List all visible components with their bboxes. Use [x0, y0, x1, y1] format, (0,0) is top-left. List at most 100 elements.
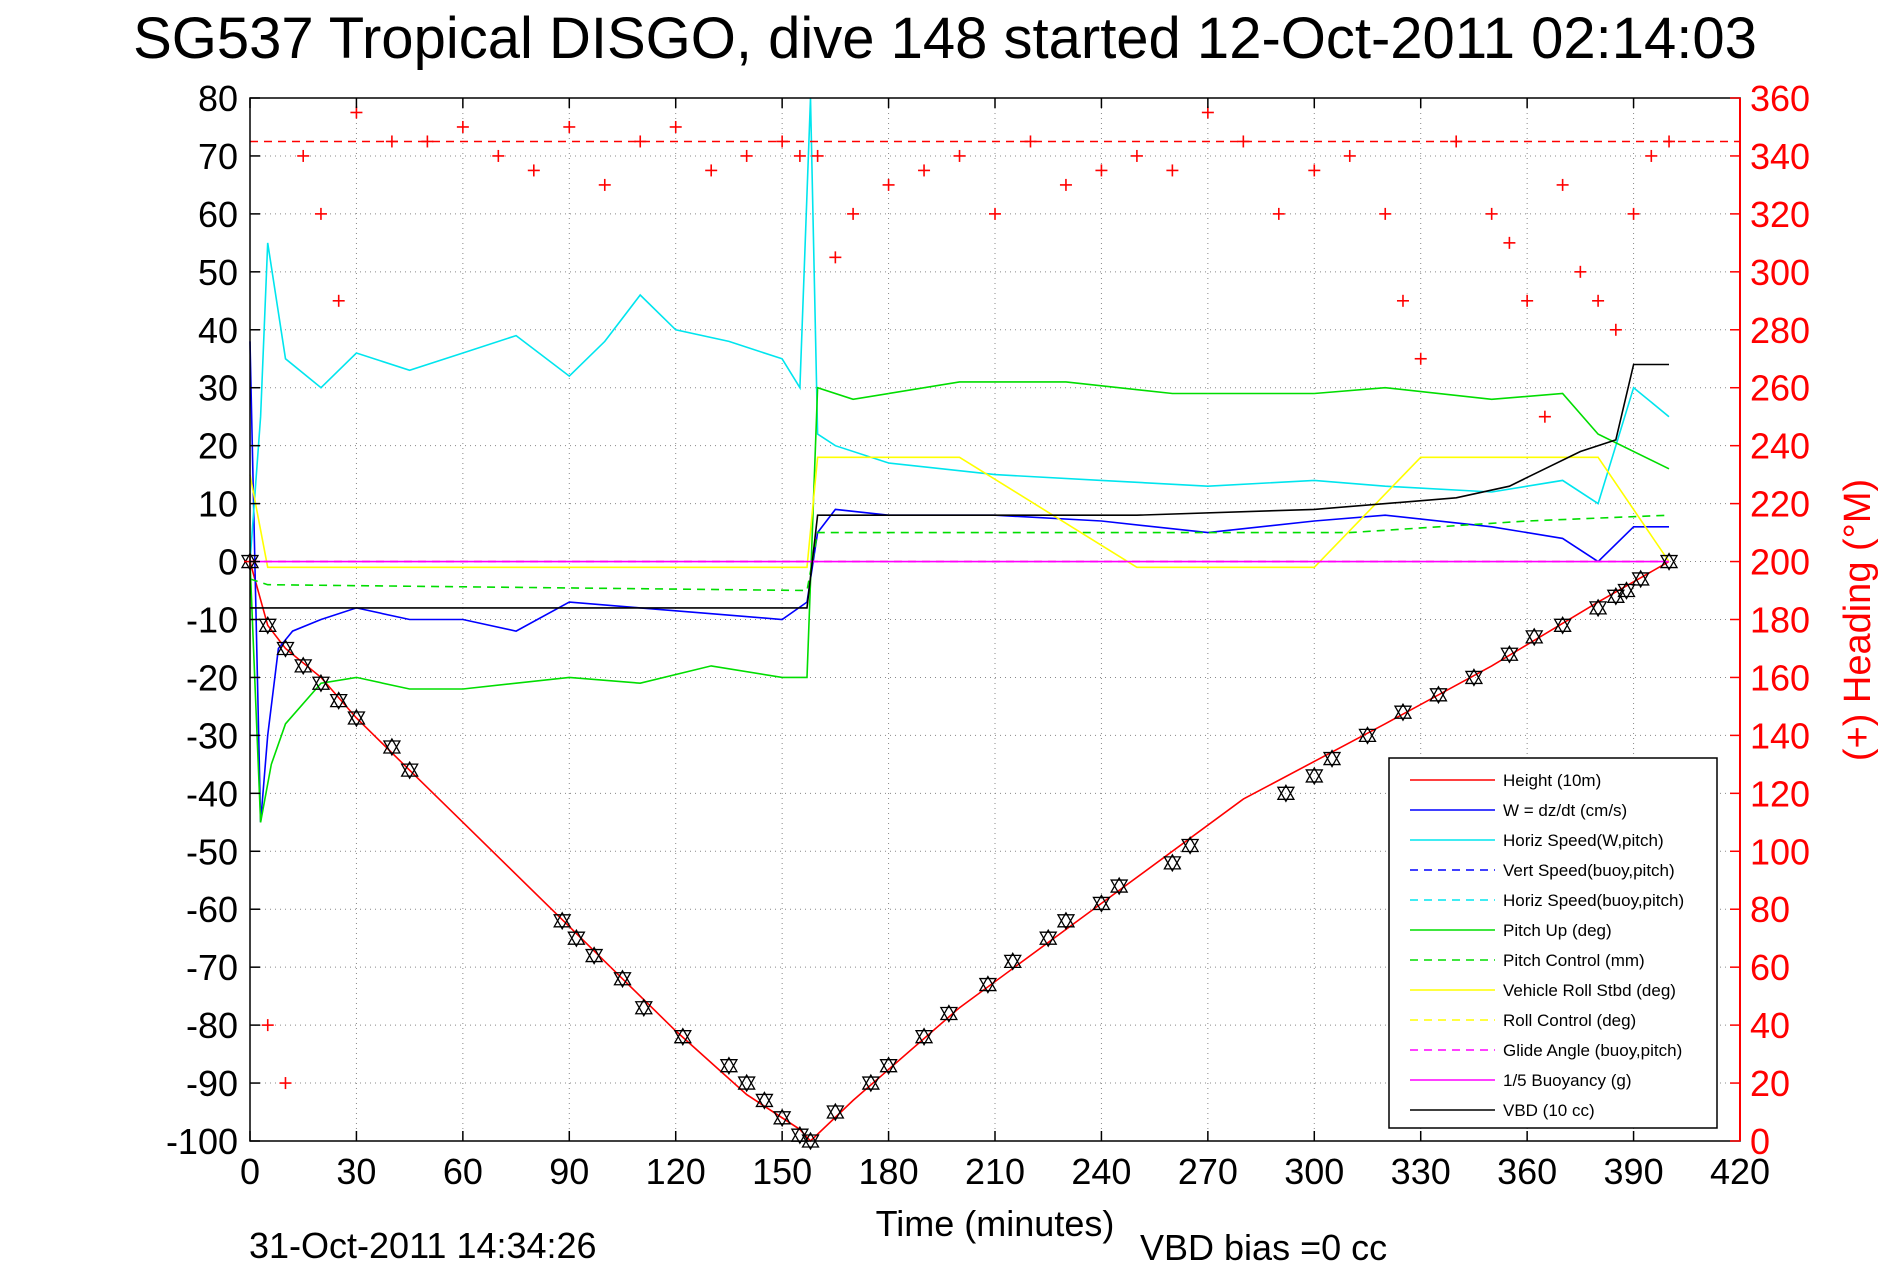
legend-item: Pitch Up (deg) [1410, 921, 1612, 940]
depth-sample-marker [1276, 784, 1296, 803]
y-tick-label: -70 [186, 947, 238, 988]
heading-point [1059, 178, 1072, 191]
right-y-tick-label: 160 [1750, 657, 1810, 698]
right-y-tick-label: 80 [1750, 889, 1790, 930]
depth-sample-marker [861, 1073, 880, 1093]
heading-point [918, 164, 931, 177]
depth-sample-marker [1180, 836, 1200, 855]
y-tick-label: 80 [198, 78, 238, 119]
heading-point [882, 178, 895, 191]
series-pitch-control-mm [249, 514, 1670, 592]
heading-point [1024, 135, 1037, 148]
heading-point [1237, 135, 1250, 148]
depth-sample-marker [382, 737, 402, 757]
heading-point [1592, 294, 1605, 307]
depth-sample-marker [1039, 928, 1058, 948]
heading-point [1450, 135, 1463, 148]
depth-sample-marker [719, 1056, 739, 1075]
depth-sample-marker [1110, 876, 1129, 896]
heading-point [1130, 149, 1143, 162]
legend-box [1388, 757, 1718, 1129]
heading-point [1663, 135, 1676, 148]
heading-point [1609, 323, 1622, 336]
x-tick-label: 90 [549, 1151, 589, 1192]
heading-point [1627, 207, 1640, 220]
depth-sample-marker [1553, 615, 1572, 635]
heading-point [279, 1077, 292, 1090]
x-tick-label: 180 [859, 1151, 919, 1192]
heading-point [385, 135, 398, 148]
heading-point [811, 149, 824, 162]
right-y-tick-label: 100 [1750, 831, 1810, 872]
heading-point [953, 149, 966, 162]
heading-point [634, 135, 647, 148]
heading-point [1201, 106, 1214, 119]
depth-sample-marker [914, 1027, 934, 1047]
y-tick-label: -80 [186, 1005, 238, 1046]
legend-label: W = dz/dt (cm/s) [1503, 801, 1627, 820]
series-vehicle-roll-stbd-deg [249, 456, 1670, 569]
heading-point [740, 149, 753, 162]
y-tick-label: 20 [198, 426, 238, 467]
right-y-tick-label: 340 [1750, 136, 1810, 177]
legend-label: Height (10m) [1503, 771, 1601, 790]
x-tick-label: 30 [336, 1151, 376, 1192]
depth-sample-marker [1092, 894, 1111, 913]
legend-label: 1/5 Buoyancy (g) [1503, 1071, 1632, 1090]
depth-sample-marker [329, 691, 348, 710]
chart-title: SG537 Tropical DISGO, dive 148 started 1… [133, 6, 1757, 71]
right-y-axis-ticks: 0 20 40 60 80 100 120 140 160 180 200 220 240 260 280 3… [1730, 78, 1810, 1162]
depth-sample-marker [673, 1027, 692, 1047]
right-y-tick-label: 280 [1750, 310, 1810, 351]
heading-point [776, 135, 789, 148]
x-tick-label: 390 [1604, 1151, 1664, 1192]
series-height-10m [249, 560, 1670, 1143]
y-tick-label: -10 [186, 600, 238, 641]
heading-point [1308, 164, 1321, 177]
legend-item: Roll Control (deg) [1410, 1011, 1636, 1030]
heading-point [421, 135, 434, 148]
legend-item: Horiz Speed(buoy,pitch) [1410, 891, 1684, 910]
y-tick-label: 50 [198, 252, 238, 293]
depth-sample-marker [1322, 749, 1342, 768]
series-w-dz-dt-cm-s [249, 341, 1669, 823]
heading-point [1574, 265, 1587, 278]
series-pitch-up-deg [249, 381, 1670, 823]
right-y-tick-label: 200 [1750, 542, 1810, 583]
right-y-tick-label: 360 [1750, 78, 1810, 119]
right-y-tick-label: 320 [1750, 194, 1810, 235]
depth-sample-marker [773, 1108, 792, 1128]
heading-point [598, 178, 611, 191]
depth-sample-marker [801, 1131, 820, 1151]
y-tick-label: -20 [186, 657, 238, 698]
depth-sample-marker [978, 975, 998, 994]
depth-sample-marker [1003, 952, 1022, 971]
legend-label: Glide Angle (buoy,pitch) [1503, 1041, 1682, 1060]
legend-item: Height (10m) [1410, 771, 1601, 790]
depth-sample-marker [400, 760, 419, 780]
heading-point [297, 149, 310, 162]
x-tick-label: 210 [965, 1151, 1025, 1192]
depth-sample-marker [276, 639, 295, 658]
depth-sample-marker [737, 1073, 756, 1093]
marker-layer [240, 552, 1679, 1151]
right-y-tick-label: 20 [1750, 1063, 1790, 1104]
heading-point [1166, 164, 1179, 177]
heading-point [1645, 149, 1658, 162]
legend-label: Roll Control (deg) [1503, 1011, 1636, 1030]
y-tick-label: -50 [186, 831, 238, 872]
depth-sample-marker [294, 656, 313, 676]
right-y-tick-label: 40 [1750, 1005, 1790, 1046]
x-tick-label: 420 [1710, 1151, 1770, 1192]
depth-sample-marker [311, 673, 331, 693]
depth-sample-marker [1393, 702, 1413, 722]
heading-point [847, 207, 860, 220]
legend-label: Pitch Control (mm) [1503, 951, 1645, 970]
x-tick-label: 240 [1071, 1151, 1131, 1192]
depth-sample-marker [879, 1056, 898, 1075]
depth-sample-marker [1588, 598, 1608, 618]
heading-layer [244, 106, 1740, 1090]
depth-sample-marker [1163, 853, 1182, 873]
heading-point [350, 106, 363, 119]
